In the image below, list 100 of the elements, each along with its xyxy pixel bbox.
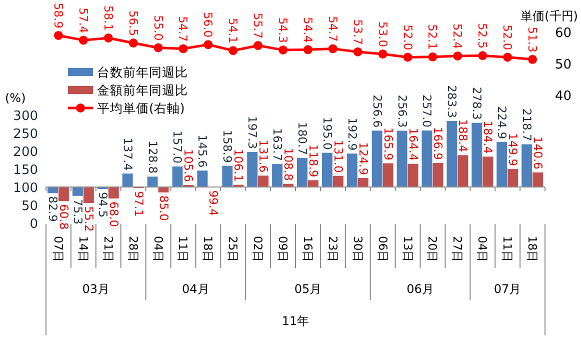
bar [446, 121, 458, 187]
point [278, 45, 288, 54]
text: 04月 [182, 282, 210, 296]
point [104, 33, 113, 42]
data-label: 52.0 [500, 24, 515, 50]
y-tick-label: 250 [13, 127, 38, 142]
bar [48, 187, 58, 194]
bar [83, 187, 94, 204]
point [128, 38, 138, 48]
point [353, 47, 362, 56]
data-label: 53.0 [376, 21, 390, 48]
x-tick-label: 13日 [400, 236, 415, 263]
data-label: 256.3 [395, 94, 410, 128]
data-label: 55.0 [151, 15, 166, 41]
y-axis-title: 単価(千円) [520, 9, 578, 23]
y-tick-label: 300 [13, 109, 38, 124]
data-label: 51.3 [526, 26, 540, 52]
bar [332, 176, 344, 187]
point [328, 44, 338, 54]
bar [197, 170, 208, 187]
x-tick-label: 04日 [476, 236, 490, 263]
point [54, 30, 63, 40]
x-tick-label: 18日 [526, 236, 540, 263]
data-label: 54.3 [276, 17, 290, 43]
data-label: 165.9 [381, 127, 396, 160]
bar [508, 169, 518, 187]
point [378, 50, 388, 59]
bar [346, 154, 358, 187]
data-label: 97.1 [132, 191, 146, 217]
bar [322, 152, 332, 187]
bar [372, 130, 382, 187]
data-label: 53.7 [350, 19, 365, 45]
x-tick-label: 30日 [350, 236, 365, 263]
bar [58, 187, 69, 202]
y-tick-label: 50 [555, 58, 572, 72]
y-tick-label: 150 [13, 163, 38, 178]
bar [272, 164, 283, 187]
x-tick-label: 18日 [201, 236, 216, 263]
bar [408, 164, 418, 187]
bar [147, 176, 158, 187]
bar [432, 162, 444, 187]
y-axis-title: (%) [5, 91, 26, 105]
legend-label: 平均単価(右軸) [97, 100, 185, 116]
data-label: 58.1 [101, 5, 116, 31]
legend-label: 金額前年同週比 [97, 82, 188, 98]
data-label: 57.4 [76, 8, 90, 34]
bar [222, 166, 233, 187]
bar [496, 142, 508, 187]
data-label: 166.9 [431, 126, 446, 160]
point [228, 46, 238, 56]
data-label: 54.4 [300, 17, 315, 43]
bar [422, 130, 432, 187]
bar [458, 155, 468, 187]
data-label: 99.4 [206, 190, 221, 216]
data-label: 52.0 [400, 24, 415, 50]
point [154, 43, 163, 52]
data-label: 54.7 [176, 16, 190, 42]
bar [308, 180, 318, 187]
x-tick-label: 21日 [101, 236, 116, 263]
data-label: 188.4 [456, 119, 470, 152]
text: 07月 [494, 282, 522, 296]
data-label: 256.6 [370, 94, 384, 128]
bar [247, 152, 258, 187]
x-tick-label: 06日 [376, 236, 390, 263]
data-label: 145.6 [196, 134, 210, 168]
data-label: 54.7 [326, 16, 340, 42]
bar [532, 172, 543, 187]
data-label: 257.0 [420, 94, 434, 128]
bar [522, 144, 532, 187]
point [403, 52, 412, 62]
point [528, 54, 538, 64]
y-tick-label: 40 [555, 89, 572, 104]
bar [482, 156, 494, 187]
x-tick-label: 14日 [76, 236, 90, 263]
bar [382, 163, 394, 187]
x-tick-label: 28日 [126, 236, 140, 263]
y-tick-label: 100 [13, 181, 38, 196]
text: 11年 [282, 314, 310, 328]
bar [122, 174, 133, 187]
x-tick-label: 09日 [276, 236, 290, 263]
point [178, 44, 188, 54]
data-label: 52.5 [476, 23, 490, 49]
data-label: 278.3 [470, 86, 484, 120]
x-tick-label: 02日 [251, 236, 266, 263]
point [204, 40, 213, 50]
point [478, 51, 488, 60]
data-label: 184.4 [481, 120, 496, 154]
x-tick-label: 23日 [326, 236, 340, 263]
x-tick-label: 11日 [176, 236, 190, 263]
legend-label: 台数前年同週比 [97, 64, 188, 80]
data-label: 56.0 [201, 12, 216, 38]
bar [172, 166, 183, 187]
bar [72, 187, 83, 196]
data-label: 85.0 [156, 195, 171, 222]
point [453, 51, 462, 60]
text: 03月 [82, 282, 110, 296]
x-tick-label: 16日 [300, 236, 315, 263]
y-tick-label: 0 [30, 217, 38, 232]
point [428, 52, 438, 62]
data-label: 52.1 [426, 24, 440, 50]
